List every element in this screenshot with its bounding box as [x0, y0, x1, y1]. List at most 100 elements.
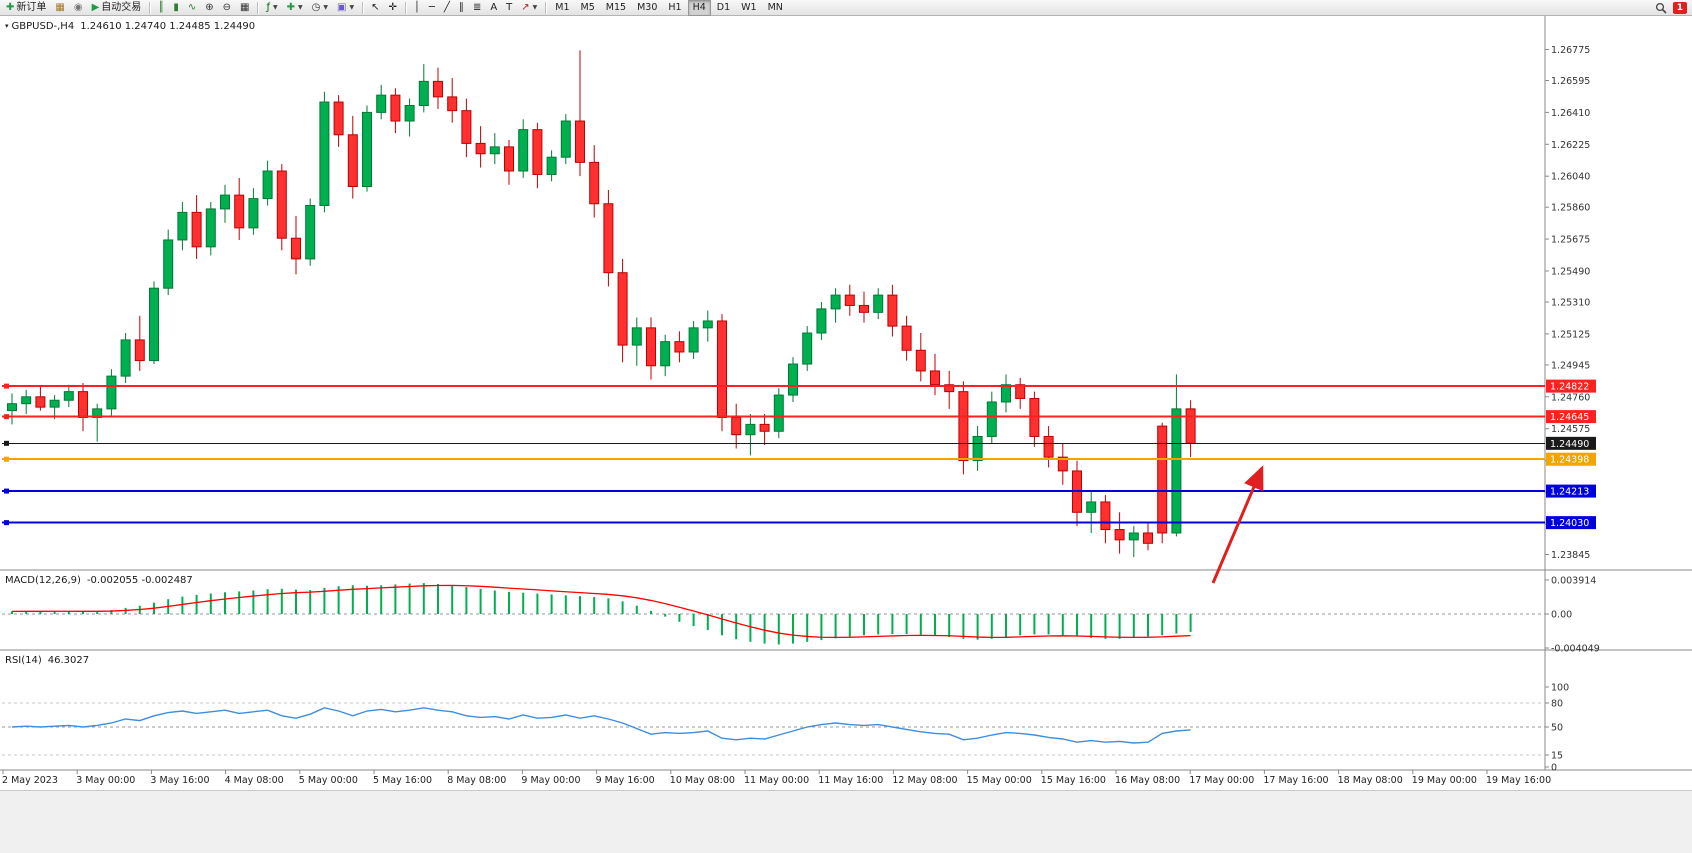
- timeframe-mn[interactable]: MN: [767, 1, 783, 13]
- timeframe-m5[interactable]: M5: [580, 1, 595, 13]
- toolbar-separator: [362, 1, 364, 14]
- channel-button[interactable]: ∥: [455, 0, 468, 16]
- candle-body: [234, 194, 245, 229]
- candle-body: [603, 203, 614, 274]
- indicators-button[interactable]: ƒ ▼: [262, 0, 281, 16]
- indicators-icon: ƒ: [266, 1, 270, 13]
- notification-badge[interactable]: 1: [1672, 1, 1687, 14]
- timeframe-m1[interactable]: M1: [555, 1, 570, 13]
- market-watch-button[interactable]: ◉: [70, 0, 87, 16]
- chart-area[interactable]: 1.26775 1.26595 1.26410 1.26225 1.26040 1.258…: [0, 0, 1692, 792]
- new-order-button[interactable]: ✚ 新订单: [2, 0, 50, 16]
- macd-axis-label: 0.003914: [1551, 575, 1596, 586]
- timeframe-d1[interactable]: D1: [716, 1, 731, 13]
- rsi-axis-label: 50: [1551, 723, 1563, 734]
- candle-body: [759, 423, 770, 432]
- toolbar-separator: [257, 1, 259, 14]
- template-icon: ▣: [336, 1, 347, 13]
- candle-body: [49, 399, 60, 408]
- time-axis-label: 3 May 00:00: [76, 775, 135, 786]
- candle-body: [63, 391, 74, 401]
- line-anchor-marker[interactable]: [4, 520, 9, 526]
- new-order-icon: ✚: [6, 1, 15, 13]
- line-anchor-marker[interactable]: [4, 440, 9, 446]
- rsi-panel: 100 80 50 150: [2, 683, 1569, 774]
- line-anchor-marker[interactable]: [4, 383, 9, 389]
- candle-body: [120, 339, 131, 377]
- open-chart-button[interactable]: ▦: [51, 0, 68, 16]
- price-tag-label: 1.24645: [1550, 412, 1589, 423]
- autotrading-play-icon: ▶: [91, 1, 100, 13]
- toolbar-separator: [149, 1, 151, 14]
- horizontal-line-button[interactable]: ─: [425, 0, 439, 16]
- chevron-down-icon: ▼: [532, 3, 538, 11]
- window-bottom-area: [0, 790, 1692, 853]
- candle-body: [986, 401, 997, 437]
- fibonacci-button[interactable]: ≣: [469, 0, 485, 16]
- autotrading-button[interactable]: ▶ 自动交易: [88, 0, 146, 16]
- candle-body: [575, 120, 585, 163]
- candle-body: [745, 423, 756, 436]
- candle-body: [830, 294, 841, 310]
- price-axis-label: 1.24760: [1551, 392, 1590, 403]
- timeframe-h1[interactable]: H1: [668, 1, 682, 13]
- vertical-line-button[interactable]: │: [410, 0, 424, 16]
- candle-body: [489, 146, 500, 155]
- trendline-button[interactable]: ╱: [440, 0, 454, 16]
- tile-windows-button[interactable]: ▦: [236, 0, 253, 16]
- candlestick-chart-button[interactable]: ▮: [169, 0, 183, 16]
- candle-body: [773, 394, 784, 432]
- zoom-in-button[interactable]: ⊕: [201, 0, 217, 16]
- line-anchor-marker[interactable]: [4, 456, 9, 462]
- line-chart-button[interactable]: ∿: [184, 0, 200, 16]
- add-indicator-button[interactable]: ✚ ▼: [283, 0, 307, 16]
- timeframe-m15[interactable]: M15: [605, 1, 627, 13]
- text-button[interactable]: A: [486, 0, 501, 16]
- search-button[interactable]: [1653, 1, 1669, 15]
- cursor-button[interactable]: ↖: [367, 0, 383, 16]
- price-axis-label: 1.23845: [1551, 550, 1590, 561]
- timeframe-h4[interactable]: H4: [687, 0, 711, 16]
- crosshair-button[interactable]: ✛: [384, 0, 400, 16]
- time-axis-label: 4 May 08:00: [225, 775, 284, 786]
- time-axis-label: 18 May 08:00: [1338, 775, 1403, 786]
- candle-body: [859, 304, 869, 313]
- candle-body: [333, 101, 344, 136]
- candle-body: [660, 341, 671, 367]
- timeframe-m30[interactable]: M30: [637, 1, 658, 13]
- candle-body: [177, 211, 188, 241]
- price-axis-label: 1.25125: [1551, 329, 1590, 340]
- bar-chart-button[interactable]: ║: [154, 0, 168, 16]
- candle-body: [447, 96, 458, 112]
- time-axis[interactable]: 2 May 2023 3 May 00:00 3 May 16:00 4 May 08…: [2, 770, 1551, 786]
- template-button[interactable]: ▣ ▼: [333, 0, 358, 16]
- time-axis-label: 12 May 08:00: [892, 775, 957, 786]
- zoom-in-icon: ⊕: [205, 1, 214, 13]
- time-axis-label: 19 May 00:00: [1412, 775, 1477, 786]
- zoom-out-button[interactable]: ⊖: [219, 0, 235, 16]
- candle-body: [518, 129, 529, 172]
- trend-arrow[interactable]: [1211, 465, 1264, 584]
- line-anchor-marker[interactable]: [4, 488, 9, 494]
- timeframe-w1[interactable]: W1: [741, 1, 757, 13]
- candle-body: [816, 308, 827, 334]
- arrows-button[interactable]: ↗ ▼: [517, 0, 541, 16]
- candle-body: [617, 272, 628, 346]
- candle-body: [191, 211, 202, 248]
- candle-body: [347, 134, 358, 188]
- line-anchor-marker[interactable]: [4, 414, 9, 420]
- time-axis-label: 5 May 16:00: [373, 775, 432, 786]
- candle-body: [1086, 501, 1097, 513]
- candle-body: [21, 396, 32, 405]
- candle-body: [7, 403, 17, 412]
- text-label-button[interactable]: T: [502, 0, 516, 16]
- time-axis-label: 9 May 00:00: [521, 775, 580, 786]
- price-tag: [1546, 436, 1596, 450]
- chevron-down-icon: ▼: [349, 3, 355, 11]
- periods-button[interactable]: ◷ ▼: [308, 0, 332, 16]
- horizontal-line-icon: ─: [428, 1, 435, 13]
- candle-body: [305, 204, 316, 260]
- macd-panel: 0.003914 0.00 -0.004049: [2, 575, 1600, 655]
- price-tag: [1546, 379, 1596, 393]
- candle-body: [802, 332, 813, 365]
